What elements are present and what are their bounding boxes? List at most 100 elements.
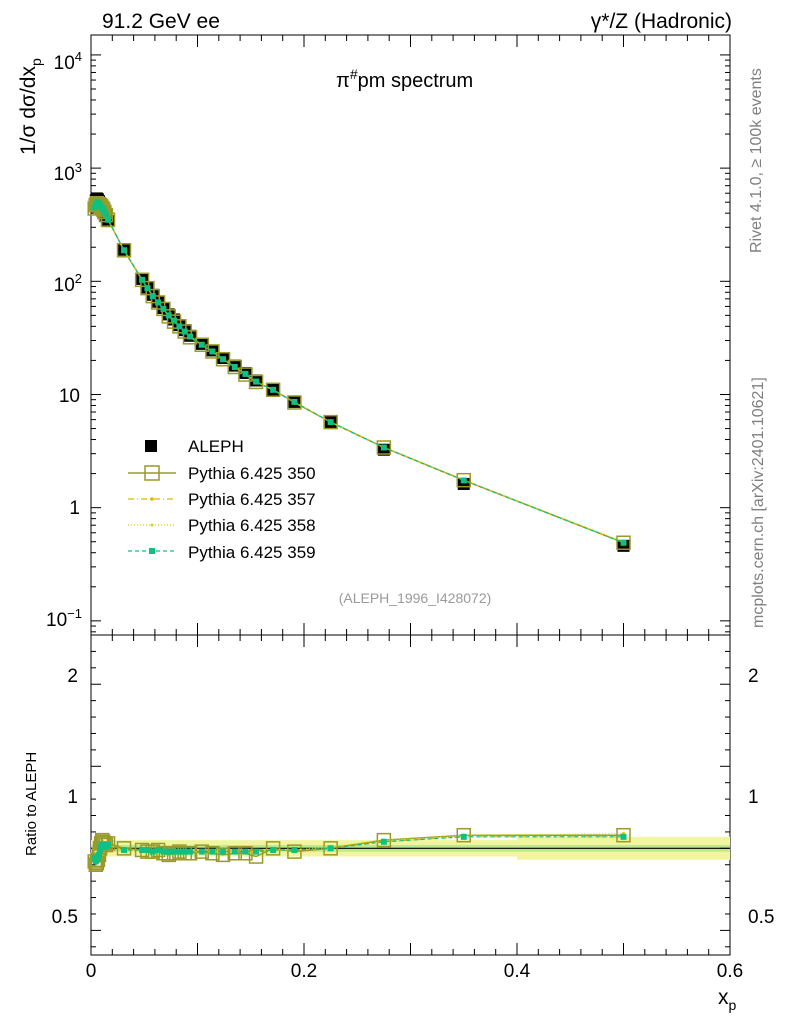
ratio-pythia-359-point [380,838,387,845]
rivet-version-label: Rivet 4.1.0, ≥ 100k events [748,68,765,253]
ratio-pythia-359-point [165,848,172,855]
ratio-pythia-350-point [161,847,176,863]
ratio-pythia-359-point [176,848,183,855]
main-pythia-359-point [291,398,298,405]
energy-label: 91.2 GeV ee [102,10,220,33]
main-pythia-359-point [105,216,112,223]
main-pythia-359-line [94,201,624,544]
ratio-pythia-359-point [253,848,260,855]
ratio-pythia-359-point [155,846,162,853]
main-pythia-359-point [187,333,194,340]
ratio-pythia-359-point [121,846,128,853]
ratio-pythia-359-point [242,848,249,855]
main-y-axis-label: 1/σ dσ/dxp [17,58,44,155]
main-pythia-350-point [116,243,132,258]
main-pythia-359-point [253,378,260,385]
ratio-pythia-359-point [187,848,194,855]
main-pythia-359-point [620,539,627,546]
ratio-pythia-359-point [95,851,102,858]
main-pythia-357-line [94,201,624,544]
main-pythia-359-point [102,212,109,219]
main-pythia-350-point [323,414,338,430]
main-pythia-359-point [101,208,108,215]
ratio-pythia-359-point [149,848,156,855]
legend-marker-359 [149,548,155,554]
main-pythia-359-point [149,293,156,300]
legend-label-358: Pythia 6.425 358 [188,516,316,535]
ratio-y-tick-right-1: 1 [748,787,759,808]
ratio-pythia-359-point [171,848,178,855]
main-pythia-350-point [161,309,176,324]
ratio-y-tick-right-0.5: 0.5 [748,907,774,928]
ratio-pythia-350-point [265,841,281,856]
ratio-pythia-359-point [198,848,205,855]
ratio-pythia-350-point [205,846,220,861]
ratio-pythia-359-point [460,833,467,840]
ratio-pythia-359-point [105,842,112,849]
main-pythia-350-point [182,330,198,345]
main-pythia-359-point [139,276,146,283]
ratio-pythia-359-point [220,848,227,855]
ratio-y-tick-1: 1 [67,787,78,808]
main-pythia-350-point [215,351,231,367]
main-pythia-359-point [144,285,151,292]
ratio-y-tick-right-2: 2 [748,666,759,687]
legend-marker-aleph [145,440,157,452]
ratio-pythia-350-point [238,846,253,861]
main-pythia-350-point [265,382,281,398]
ratio-pythia-359-point [291,846,298,853]
main-pythia-350-point [140,280,155,296]
y-tick-label-0.1: 10−1 [46,606,82,631]
chart-title: π#pm spectrum [336,66,473,92]
main-pythia-350-point [287,395,302,410]
main-pythia-350-point [456,472,471,488]
ratio-pythia-359-point [139,846,146,853]
main-pythia-350-point [227,359,243,375]
ratio-pythia-359-point [231,848,238,855]
y-tick-label-100: 102 [54,271,82,296]
ratio-pythia-359-point [97,846,104,853]
main-pythia-359-point [220,356,227,363]
legend-marker-357 [150,497,154,501]
analysis-tag: (ALEPH_1996_I428072) [339,590,492,606]
main-pythia-350-point [616,535,631,550]
x-tick-0: 0 [86,961,97,982]
x-tick-0.6: 0.6 [717,961,743,982]
main-pythia-359-point [327,419,334,426]
ratio-pythia-359-point [160,848,167,855]
legend-label-357: Pythia 6.425 357 [188,490,316,509]
y-tick-label-10000: 104 [54,49,82,74]
main-pythia-359-point [198,341,205,348]
main-pythia-350-point [134,272,150,288]
legend-marker-350 [144,465,160,481]
main-pythia-359-point [460,477,467,484]
main-pythia-359-point [242,370,249,377]
main-pythia-350-point [205,344,220,359]
ratio-pythia-350-point [456,827,471,843]
ratio-pythia-359-point [209,848,216,855]
ratio-pythia-350-point [227,846,243,861]
legend-marker-358 [150,523,154,527]
main-pythia-359-point [270,386,277,393]
main-pythia-350-line [93,201,624,544]
main-pythia-359-point [171,317,178,324]
main-pythia-359-point [165,312,172,319]
ratio-pythia-359-point [94,855,101,862]
process-label: γ*/Z (Hadronic) [591,10,732,33]
main-pythia-359-point [209,348,216,355]
legend-label-359: Pythia 6.425 359 [188,543,316,562]
ratio-pythia-350-point [287,844,302,859]
ratio-pythia-359-point [144,846,151,853]
main-pythia-350-point [376,440,392,455]
main-pythia-359-point [176,323,183,330]
x-tick-0.4: 0.4 [504,961,531,982]
main-pythia-359-point [181,328,188,335]
legend-label-aleph: ALEPH [188,437,244,456]
main-pythia-359-point [121,247,128,254]
ratio-plot-frame [90,634,731,956]
ratio-pythia-359-point [270,846,277,853]
mcplots-label: mcplots.cern.ch [arXiv:2401.10621] [750,377,767,628]
ratio-pythia-359-point [620,833,627,840]
ratio-y-axis-label: Ratio to ALEPH [23,752,40,856]
